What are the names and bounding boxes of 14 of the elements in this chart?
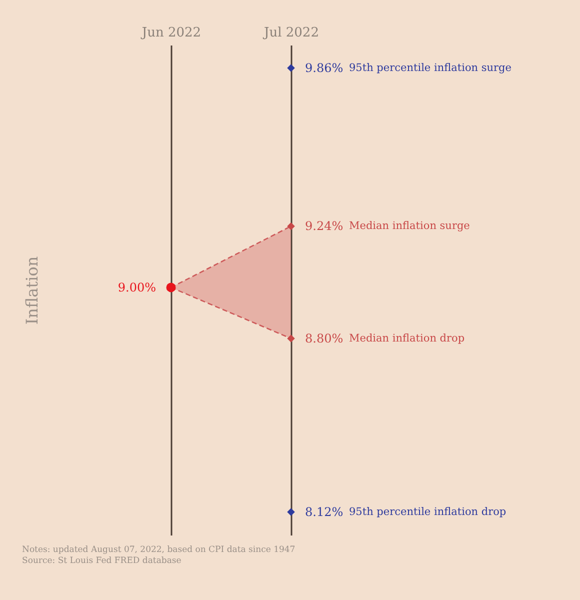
y-axis-title: Inflation: [22, 256, 42, 325]
x-tick-label: Jul 2022: [262, 26, 319, 40]
text: Median inflation surge: [349, 220, 470, 232]
text: 95th percentile inflation drop: [349, 506, 506, 518]
data-label: 8.80%: [305, 331, 344, 346]
x-tick-label: Jun 2022: [140, 26, 202, 40]
source-note: Source: St Louis Fed FRED database: [22, 556, 182, 566]
text: Notes: updated August 07, 2022, based on CPI data since 1947: [22, 545, 296, 556]
text: Median inflation drop: [349, 332, 465, 344]
data-label: 8.12%: [305, 505, 344, 520]
text: 95th percentile inflation surge: [349, 62, 512, 74]
data-label: 9.00%: [118, 280, 156, 294]
data-label: 9.24%: [305, 219, 344, 234]
data-label: 9.86%: [305, 60, 344, 75]
